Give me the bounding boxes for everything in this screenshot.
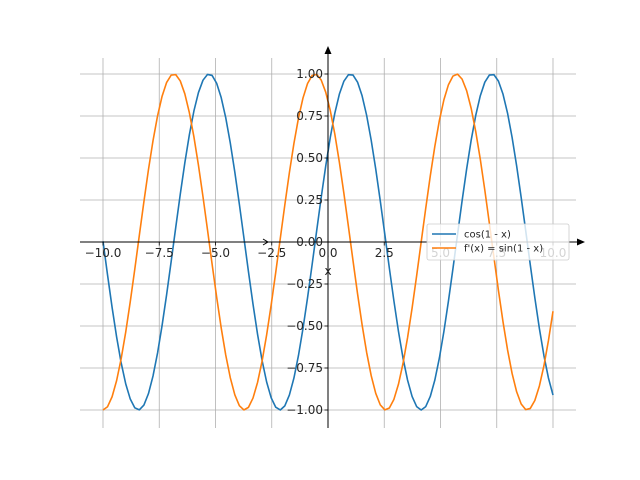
y-tick-label: −0.75 xyxy=(286,361,323,375)
legend-label: cos(1 - x) xyxy=(464,230,511,241)
y-tick-label: −1.00 xyxy=(286,403,323,417)
y-tick-label: 0.25 xyxy=(296,193,323,207)
y-tick-label: −0.25 xyxy=(286,277,323,291)
x-tick-label: −10.0 xyxy=(85,246,122,260)
legend-box xyxy=(426,223,570,261)
x-tick-label: −7.5 xyxy=(145,246,174,260)
x-axis-label: x xyxy=(324,264,331,278)
y-tick-label: −0.50 xyxy=(286,319,323,333)
y-tick-label: 1.00 xyxy=(296,67,323,81)
x-tick-label: −2.5 xyxy=(257,246,286,260)
y-axis-arrow xyxy=(324,46,332,54)
y-tick-label: 0.00 xyxy=(296,235,323,249)
legend-label: f'(x) = sin(1 - x) xyxy=(464,244,543,255)
y-tick-label: 0.75 xyxy=(296,109,323,123)
x-axis-arrow xyxy=(577,238,585,246)
x-tick-label: −5.0 xyxy=(201,246,230,260)
x-tick-label: 0.0 xyxy=(318,246,337,260)
y-tick-label: 0.50 xyxy=(296,151,323,165)
x-tick-label: 2.5 xyxy=(375,246,394,260)
x-axis-end-marker xyxy=(262,238,269,246)
legend: cos(1 - x) f'(x) = sin(1 - x) xyxy=(426,223,570,261)
